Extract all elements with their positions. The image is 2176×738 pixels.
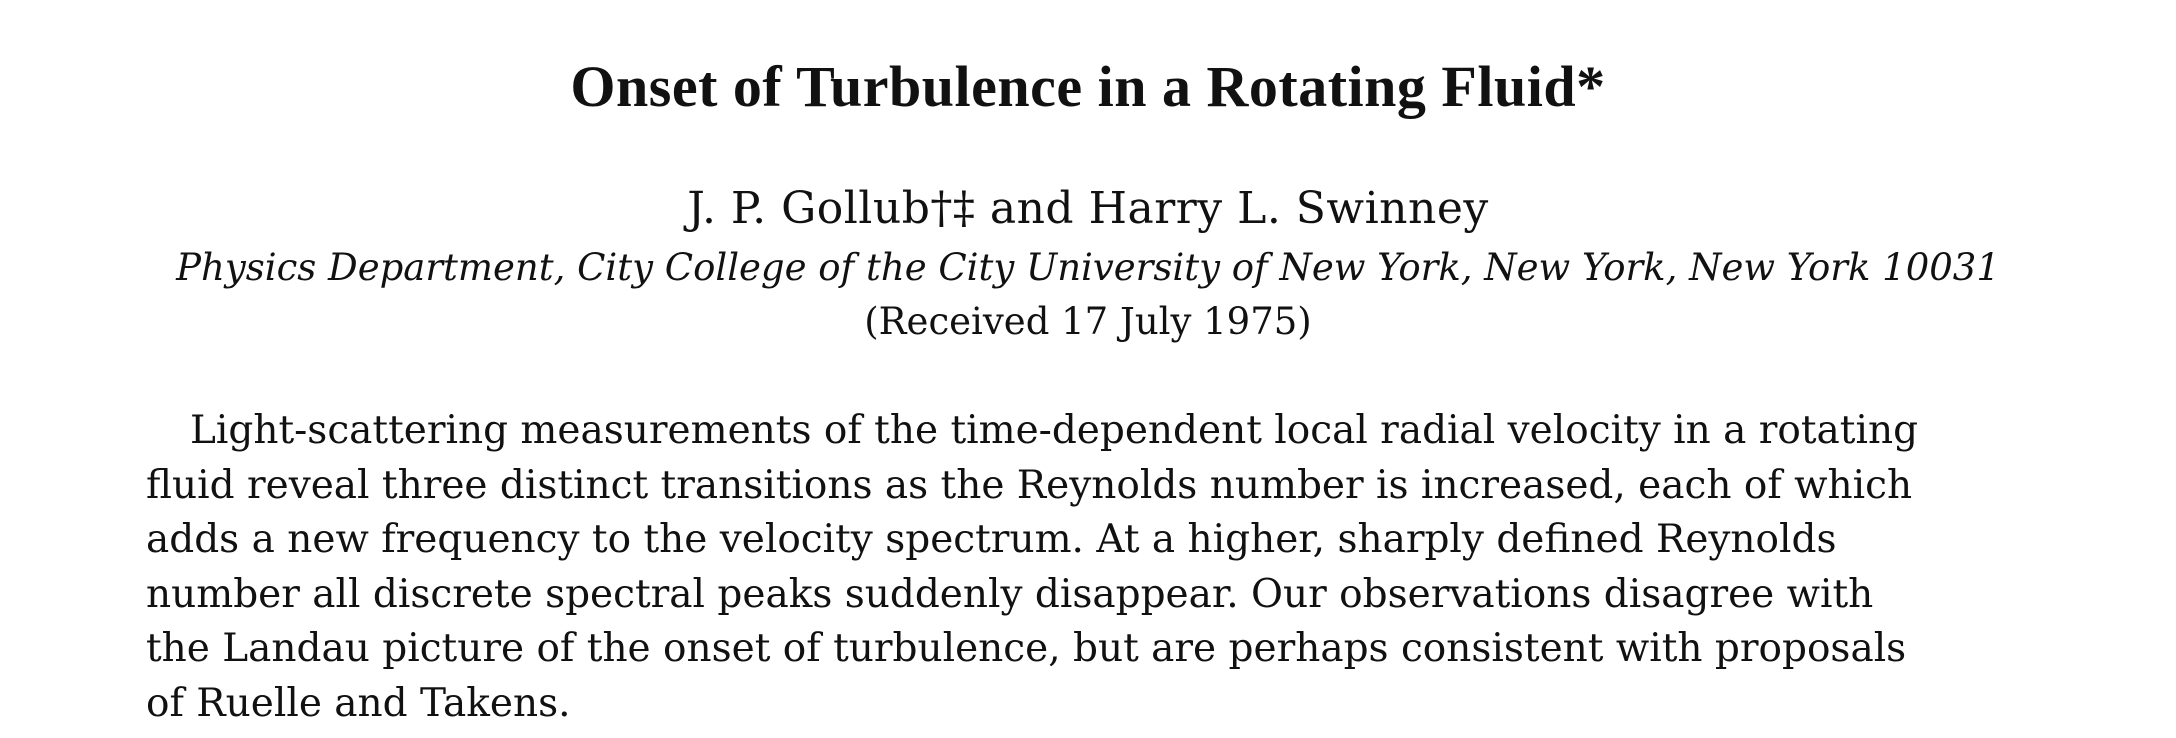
received-date: (Received 17 July 1975) — [864, 300, 1312, 343]
abstract: Light-scattering measurements of the tim… — [146, 404, 2076, 731]
abstract-line: the Landau picture of the onset of turbu… — [146, 626, 1907, 671]
abstract-line: Light-scattering measurements of the tim… — [190, 408, 1919, 453]
abstract-line: number all discrete spectral peaks sudde… — [146, 571, 1874, 617]
paper-title: Onset of Turbulence in a Rotating Fluid* — [570, 54, 1606, 119]
abstract-line: of Ruelle and Takens. — [146, 680, 571, 726]
abstract-line: adds a new frequency to the velocity spe… — [146, 517, 1837, 562]
author-line: J. P. Gollub†‡ and Harry L. Swinney — [687, 183, 1489, 234]
affiliation-line: Physics Department, City College of the … — [176, 246, 2000, 289]
abstract-line: fluid reveal three distinct transitions … — [146, 462, 1913, 508]
